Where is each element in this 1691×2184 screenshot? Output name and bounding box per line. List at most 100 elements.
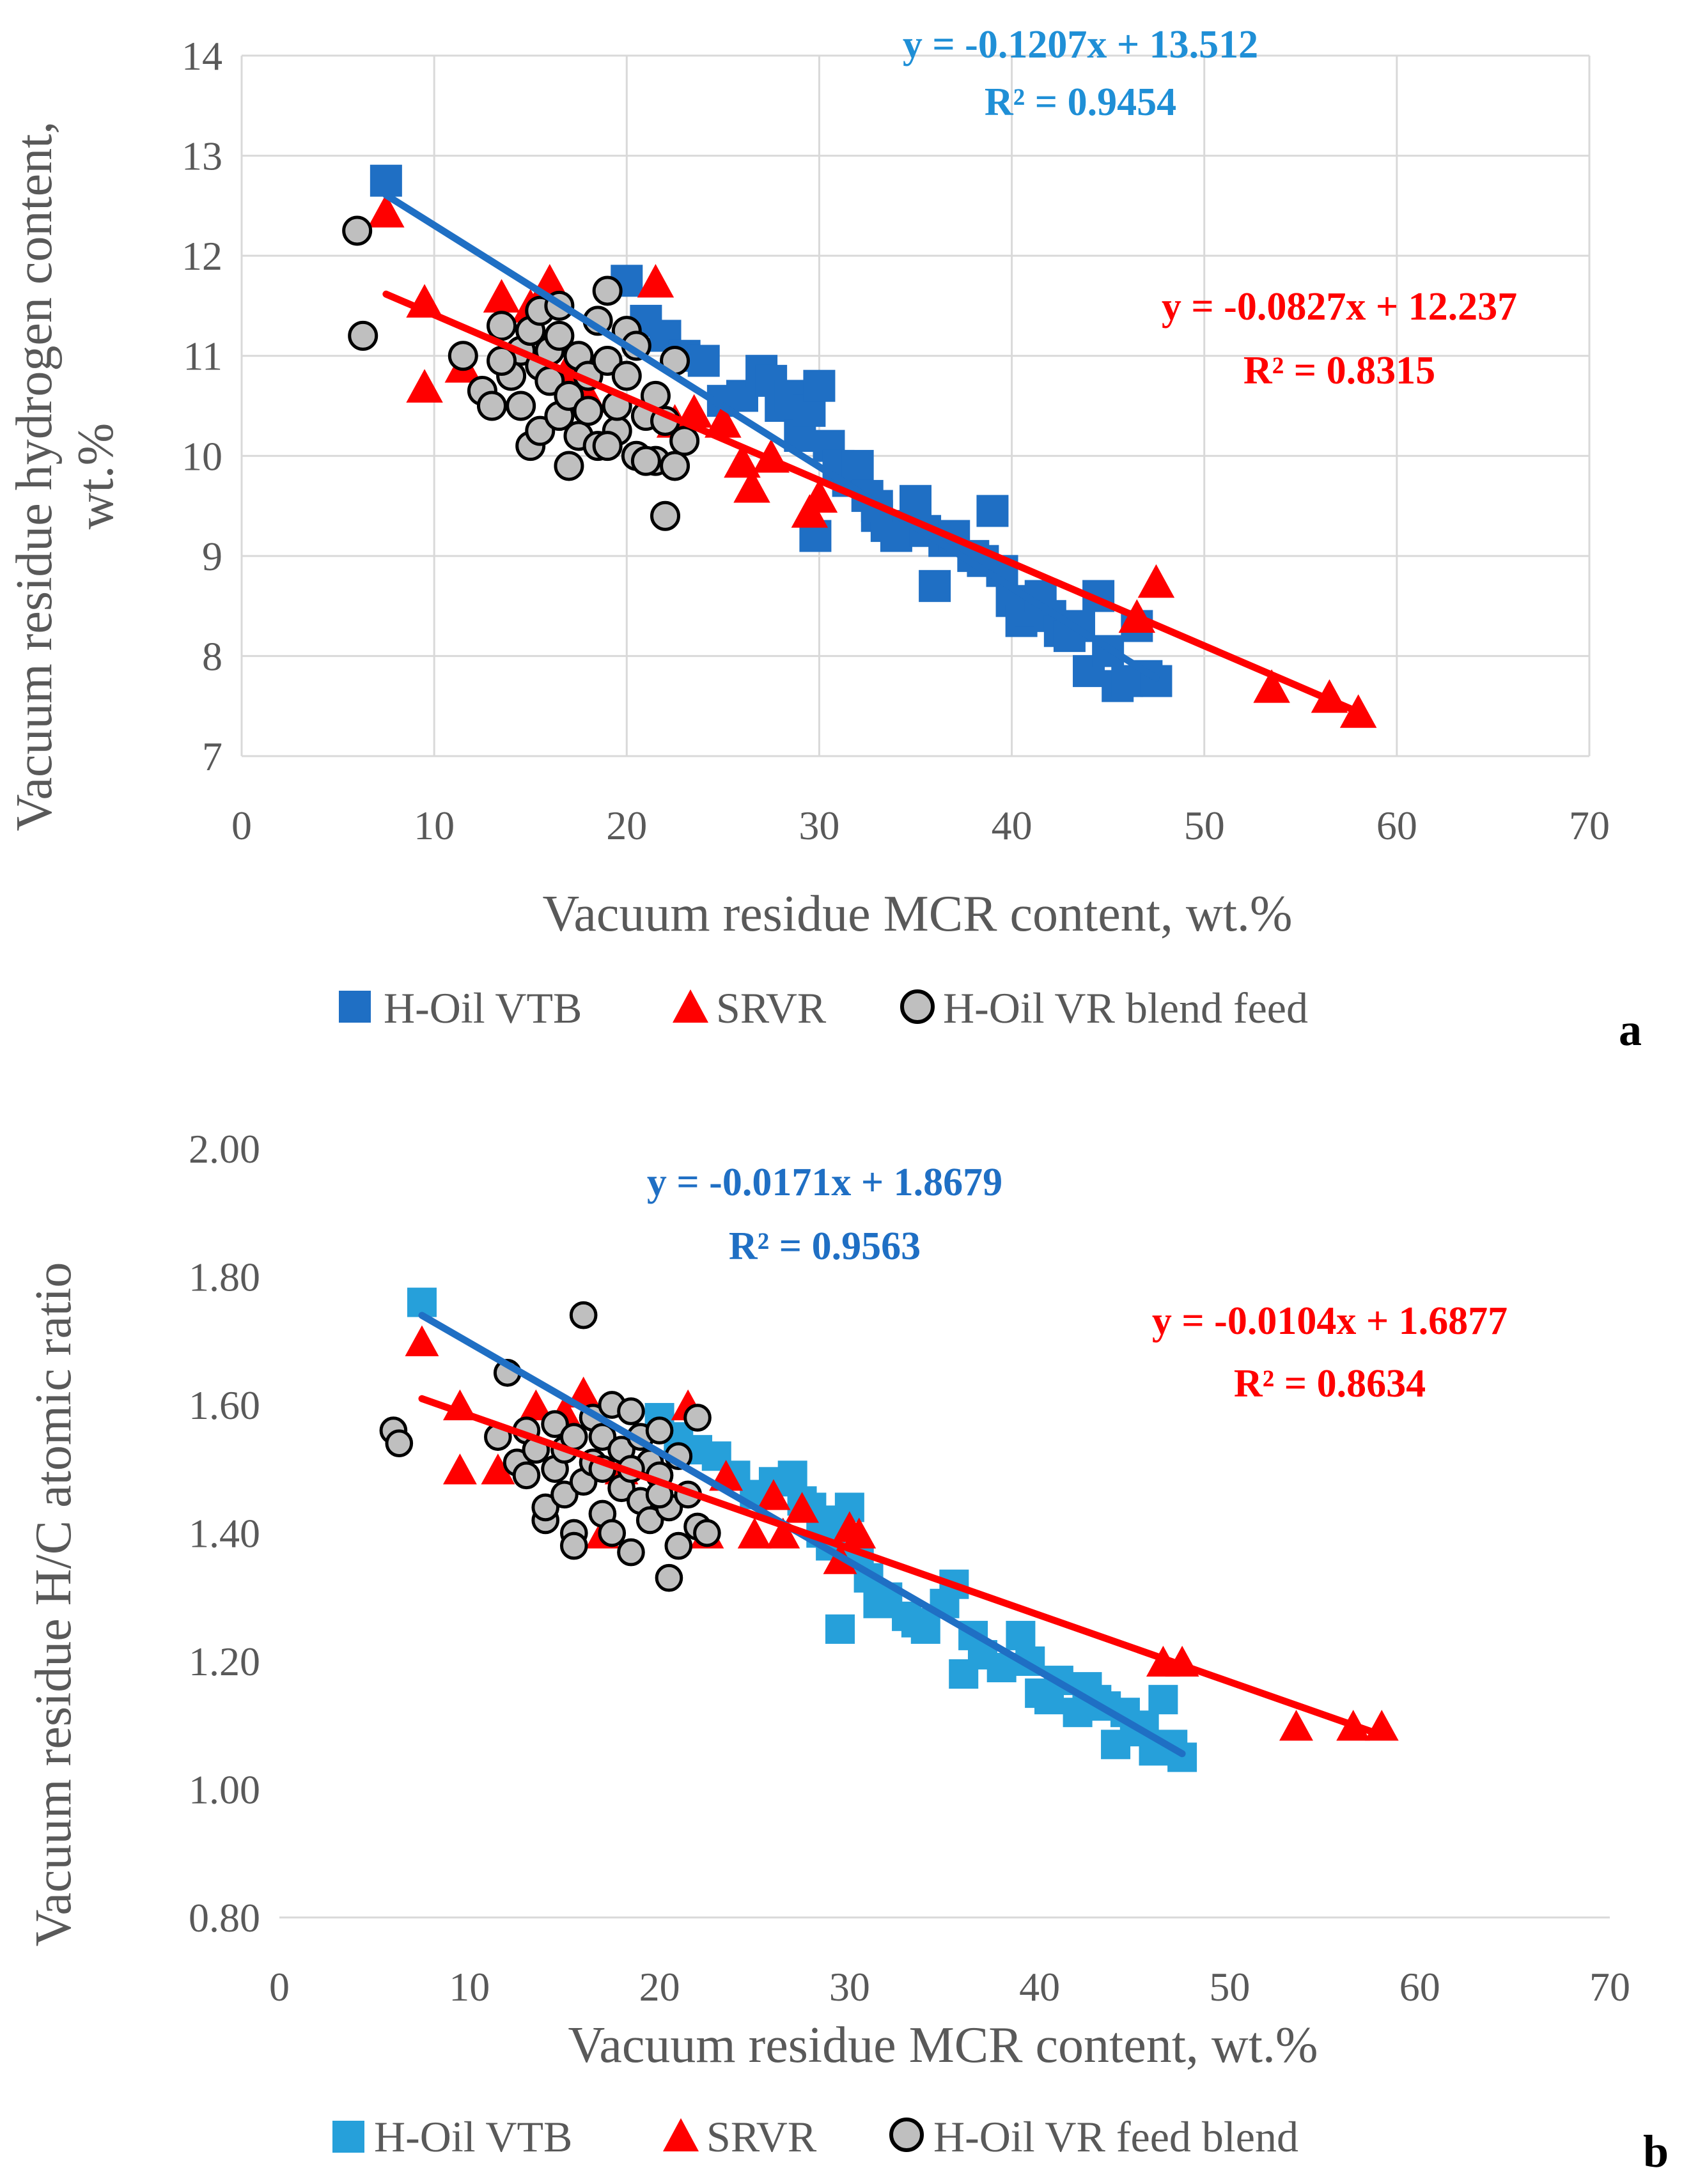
panel-a-srvr-point	[406, 369, 443, 403]
panel-b-srvr-point	[442, 1453, 477, 1485]
panel-b-y-tick: 1.00	[189, 1767, 260, 1813]
panel-a-vtb-equation: y = -0.1207x + 13.512	[903, 23, 1258, 66]
panel-b-y-tick: 1.20	[189, 1639, 260, 1684]
panel-b-x-tick: 50	[1209, 1964, 1250, 2010]
panel-a-trendlines	[382, 191, 1362, 716]
panel-a-blend-point	[448, 341, 478, 371]
panel-a-blend-point	[573, 396, 604, 426]
panel-a-legend-blend: H-Oil VR blend feed	[943, 984, 1308, 1032]
panel-a-x-tick: 70	[1569, 803, 1610, 848]
panel-b-x-axis-title: Vacuum residue MCR content, wt.%	[568, 2017, 1318, 2073]
panel-a-vtb-point	[370, 164, 402, 197]
panel-a-y-tick: 7	[202, 734, 222, 779]
panel-b-y-tick-labels: 0.80 1.00 1.20 1.40 1.60 1.80 2.00	[189, 1126, 260, 1940]
panel-a-legend-circle-icon	[900, 989, 935, 1024]
panel-a-blend-point	[592, 275, 623, 306]
panel-b-letter: b	[1643, 2126, 1669, 2177]
panel-a-y-tick: 11	[183, 334, 222, 379]
panel-a-srvr-r2: R² = 0.8315	[1243, 349, 1435, 392]
panel-a-x-tick: 50	[1184, 803, 1225, 848]
panel-a-srvr-point	[368, 194, 405, 228]
panel-b-legend-vtb: H-Oil VTB	[374, 2112, 572, 2161]
panel-b-legend-triangle-icon	[663, 2118, 699, 2151]
panel-b-data-points	[379, 1287, 1399, 1772]
panel-a-legend-triangle-icon	[673, 989, 708, 1023]
panel-a-x-tick-labels: 0 10 20 30 40 50 60 70	[231, 803, 1610, 848]
panel-a-vtb-point	[976, 495, 1009, 527]
panel-b-legend-square-icon	[332, 2121, 364, 2153]
panel-b-blend-point	[664, 1531, 693, 1560]
panel-a-blend-point	[487, 311, 517, 341]
panel-a-x-tick: 10	[414, 803, 455, 848]
panel-a-blend-point	[592, 431, 623, 461]
panel-a-blend-point	[476, 391, 507, 421]
panel-b-y-tick: 1.40	[189, 1511, 260, 1556]
panel-b-blend-point	[385, 1429, 414, 1457]
panel-a-letter: a	[1619, 1004, 1642, 1055]
panel-a-y-tick: 8	[202, 633, 222, 679]
panel-b-legend-blend: H-Oil VR feed blend	[933, 2112, 1298, 2161]
panel-b-y-axis-title: Vacuum residue H/C atomic ratio	[26, 1262, 82, 1947]
panel-b-trendlines	[418, 1312, 1385, 1758]
panel-a-vtb-r2: R² = 0.9454	[985, 81, 1176, 124]
panel-b-blend-point	[693, 1519, 721, 1547]
panel-a-blend-point	[650, 500, 681, 531]
panel-b-srvr-equation: y = -0.0104x + 1.6877	[1152, 1299, 1508, 1343]
panel-b-blend-point	[588, 1423, 617, 1451]
panel-a-srvr-point	[483, 279, 520, 313]
panel-b-vtb-equation: y = -0.0171x + 1.8679	[647, 1161, 1002, 1204]
panel-b-srvr-point	[405, 1325, 439, 1356]
panel-b-blend-point	[617, 1397, 645, 1425]
panel-b-blend-point	[617, 1538, 645, 1567]
panel-b-srvr-point	[785, 1492, 819, 1523]
panel-a-blend-point	[342, 215, 373, 246]
panel-b-blend-point	[655, 1563, 683, 1592]
panel-b-srvr-point	[842, 1517, 877, 1549]
panel-b-srvr-point	[518, 1389, 553, 1421]
panel-b-x-tick: 20	[639, 1964, 680, 2010]
panel-b-srvr-point	[766, 1517, 800, 1549]
panel-b-x-tick: 70	[1589, 1964, 1630, 2010]
panel-b-x-tick-labels: 0 10 20 30 40 50 60 70	[269, 1964, 1630, 2010]
panel-a-y-tick: 13	[182, 134, 222, 179]
panel-b-x-tick: 60	[1399, 1964, 1440, 2010]
panel-a-y-tick-labels: 7 8 9 10 11 12 13 14	[182, 33, 222, 779]
panel-b-x-tick: 30	[829, 1964, 870, 2010]
panel-b-x-tick: 40	[1019, 1964, 1060, 2010]
panel-a-legend-vtb: H-Oil VTB	[384, 984, 582, 1032]
panel-b-blend-point	[569, 1301, 598, 1329]
panel-b-srvr-r2: R² = 0.8634	[1234, 1362, 1426, 1406]
panel-b-y-tick: 0.80	[189, 1895, 260, 1940]
panel-a-vtb-point	[841, 449, 874, 482]
panel-a-srvr-point	[705, 404, 742, 438]
panel-a-y-axis-title-line-1: Vacuum residue hydrogen content,	[6, 121, 63, 832]
panel-b-vtb-point	[901, 1607, 931, 1638]
panel-a-y-tick: 9	[202, 534, 222, 579]
panel-b-srvr-point	[756, 1479, 791, 1510]
panel-a-blend-point	[554, 451, 584, 481]
panel-a-blend-point	[592, 346, 623, 376]
panel-b-vtb-point	[1006, 1620, 1036, 1650]
panel-b-blend-point	[635, 1506, 664, 1535]
panel-a-x-axis-title: Vacuum residue MCR content, wt.%	[542, 886, 1292, 942]
panel-a-vtb-point	[687, 345, 720, 377]
panel-b-legend-srvr: SRVR	[706, 2112, 817, 2161]
panel-a-vtb-trendline	[382, 191, 1160, 682]
panel-a-blend-point	[506, 391, 536, 421]
panel-a-srvr-point	[724, 444, 761, 478]
panel-a-srvr-point	[1253, 669, 1290, 703]
panel-b-blend-point	[541, 1410, 569, 1438]
panel-b-srvr-point	[1279, 1710, 1313, 1741]
panel-a-y-tick: 10	[182, 433, 222, 479]
panel-a-y-tick: 14	[182, 33, 222, 79]
panel-a-y-axis-title: Vacuum residue hydrogen content, wt.%	[6, 121, 124, 832]
panel-a-blend-point	[611, 360, 642, 391]
panel-a-vtb-point	[919, 569, 951, 602]
panel-b-blend-point	[531, 1493, 560, 1522]
panel-a-gridlines	[240, 54, 1591, 757]
panel-b-y-tick: 1.80	[189, 1255, 260, 1300]
panel-a-srvr-point	[637, 264, 674, 298]
panel-b-srvr-trendline	[418, 1395, 1385, 1739]
panel-b-y-tick: 2.00	[189, 1126, 260, 1172]
